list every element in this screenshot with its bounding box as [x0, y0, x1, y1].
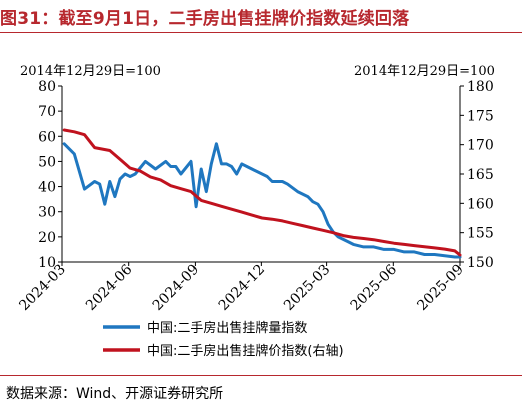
- left-tick-label: 20: [38, 230, 56, 246]
- footer-divider: [0, 375, 522, 376]
- left-tick-label: 50: [38, 154, 56, 170]
- source-note: 数据来源：Wind、开源证券研究所: [6, 386, 224, 402]
- x-tick-label: 2024-12: [216, 262, 268, 314]
- right-tick-label: 165: [467, 167, 494, 183]
- line-chart: 2014年12月29日=100 2014年12月29日=1008070605040…: [16, 64, 495, 359]
- x-tick-label: 2025-03: [281, 262, 333, 314]
- right-tick-label: 170: [467, 138, 494, 154]
- legend-label: 中国:二手房出售挂牌价指数(右轴): [147, 343, 344, 359]
- listing-volume-series-line: [62, 142, 462, 259]
- x-tick-label: 2024-06: [83, 261, 136, 314]
- right-tick-label: 155: [467, 226, 494, 242]
- title-divider: [0, 32, 522, 33]
- right-axis-note: 2014年12月29日=100: [354, 64, 495, 79]
- right-tick-label: 175: [467, 108, 494, 124]
- left-tick-label: 60: [38, 129, 56, 145]
- x-tick-label: 2024-09: [150, 262, 202, 314]
- chart-title: 图31：截至9月1日，二手房出售挂牌价指数延续回落: [0, 9, 410, 29]
- left-tick-label: 30: [38, 205, 56, 221]
- right-tick-label: 180: [467, 79, 494, 95]
- listing-price-series-line: [62, 128, 462, 257]
- right-tick-label: 160: [467, 196, 494, 212]
- left-axis-note: 2014年12月29日=100: [20, 64, 161, 79]
- legend-label: 中国:二手房出售挂牌量指数: [147, 320, 307, 336]
- left-tick-label: 10: [38, 255, 56, 271]
- left-tick-label: 80: [38, 79, 56, 95]
- x-tick-label: 2025-06: [348, 261, 401, 314]
- left-tick-label: 70: [38, 104, 56, 120]
- series-layer: [62, 128, 462, 259]
- left-tick-label: 40: [38, 180, 56, 196]
- axes: 2014年12月29日=100 2014年12月29日=1008070605040…: [16, 64, 495, 314]
- x-tick-label: 2025-09: [414, 262, 466, 314]
- right-tick-label: 150: [467, 255, 494, 271]
